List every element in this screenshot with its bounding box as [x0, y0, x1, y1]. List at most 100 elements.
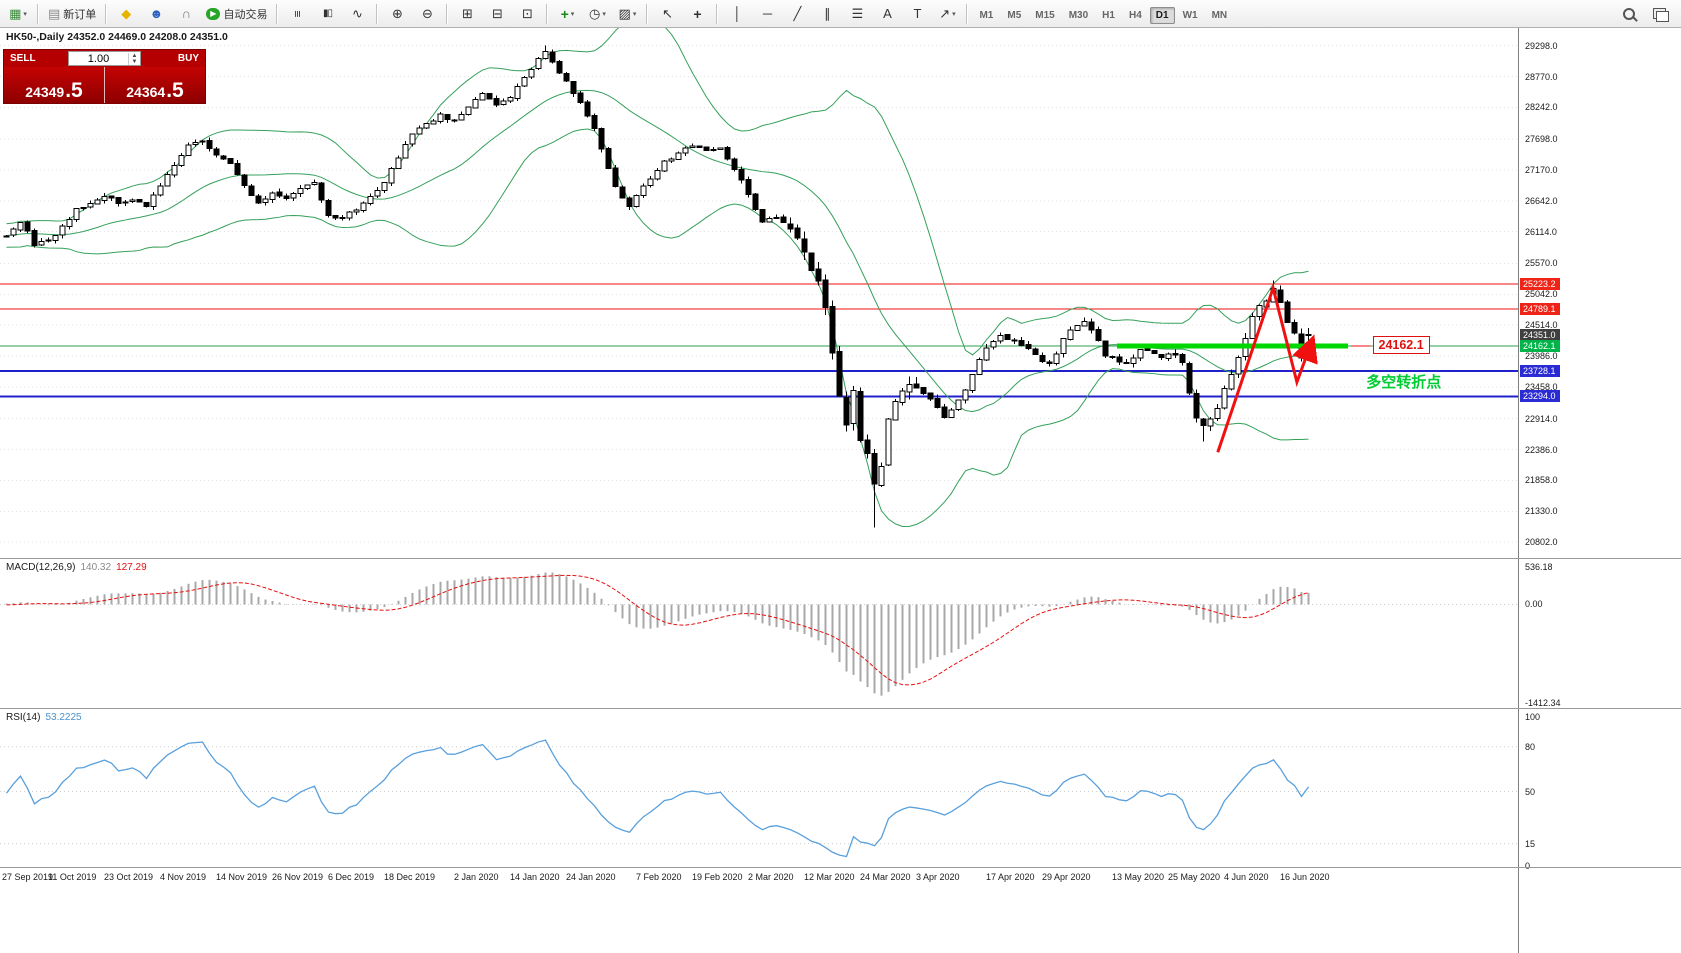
label-icon[interactable]: T	[913, 6, 922, 21]
tile-windows-icon[interactable]: ⊞	[462, 6, 473, 21]
price-axis-label: 26642.0	[1525, 195, 1558, 206]
time-axis-label: 4 Nov 2019	[160, 872, 207, 882]
price-axis-label: 27170.0	[1525, 164, 1558, 175]
volume-stepper[interactable]: ▲ ▼	[128, 52, 140, 65]
sell-price: 24349	[25, 83, 65, 100]
time-axis[interactable]: 27 Sep 2019 11 Oct 2019 23 Oct 2019 4 Nov 2…	[0, 868, 1518, 888]
time-axis-label: 14 Jan 2020	[510, 872, 560, 882]
arrows-icon[interactable]: ↗ ▾	[939, 6, 956, 21]
price-axis-label: 29298.0	[1525, 40, 1558, 51]
price-axis-label: 23458.0	[1525, 381, 1558, 392]
macd-axis-label: 536.18	[1525, 561, 1553, 572]
toolbar-separator	[646, 3, 649, 24]
timeframe-group: M1 M5 M15 M30 H1 H4 D1 W1 MN	[972, 5, 1234, 24]
cursor-icon[interactable]: ↖	[662, 6, 673, 21]
timeframe-mn[interactable]: MN	[1211, 9, 1228, 21]
fibonacci-icon[interactable]: ☰	[851, 6, 864, 21]
main-chart-panel	[0, 28, 1518, 558]
panel-separator[interactable]	[0, 708, 1681, 709]
sell-price-decimal: .5	[65, 79, 83, 103]
panel-separator[interactable]	[0, 558, 1681, 559]
time-axis-label: 24 Jan 2020	[566, 872, 616, 882]
price-axis-label: 22914.0	[1525, 413, 1558, 424]
price-chart[interactable]	[0, 28, 1518, 558]
timeframe-w1[interactable]: W1	[1182, 9, 1198, 21]
rsi-axis-label: 15	[1525, 838, 1536, 849]
zoom-out-icon[interactable]: ⊖	[422, 6, 433, 21]
trendline-icon[interactable]: ╱	[793, 6, 802, 21]
time-axis-label: 18 Dec 2019	[384, 872, 436, 882]
price-axis[interactable]: 29298.0 28770.0 28242.0 27698.0 27170.0 26642…	[1518, 28, 1681, 953]
macd-panel	[0, 559, 1518, 708]
time-axis-label: 27 Sep 2019	[2, 872, 54, 882]
timeframe-h4[interactable]: H4	[1128, 9, 1142, 21]
time-axis-label: 6 Dec 2019	[328, 872, 375, 882]
toolbar-separator	[446, 3, 449, 24]
macd-indicator-label: MACD(12,26,9) 140.32 127.29	[6, 562, 147, 573]
horizontal-line-icon[interactable]: ─	[762, 6, 773, 21]
time-axis-label: 23 Oct 2019	[104, 872, 154, 882]
bars-chart-icon[interactable]: ≡	[290, 9, 305, 18]
time-axis-label: 16 Jun 2020	[1280, 872, 1330, 882]
price-badge: 23294.0	[1520, 390, 1560, 403]
vertical-line-icon[interactable]: │	[733, 6, 742, 21]
time-axis-label: 2 Jan 2020	[454, 872, 499, 882]
channel-icon[interactable]: ∥	[824, 6, 831, 21]
price-axis-label: 21330.0	[1525, 506, 1558, 517]
rsi-panel	[0, 709, 1518, 867]
zoom-in-icon[interactable]: ⊕	[392, 6, 403, 21]
arrange-windows-icon[interactable]: ⊟	[492, 6, 503, 21]
timeframe-m1[interactable]: M1	[979, 9, 994, 21]
autotrading-button[interactable]: ▶ 自动交易	[202, 2, 271, 26]
timeframe-m30[interactable]: M30	[1068, 9, 1089, 21]
sell-button[interactable]: 24349 .5	[4, 67, 105, 103]
rsi-value: 53.2225	[45, 712, 82, 723]
candles-chart-icon[interactable]: ▮▯	[322, 7, 333, 19]
macd-chart[interactable]	[0, 559, 1518, 708]
macd-signal-value: 127.29	[116, 562, 147, 573]
price-annotation-label[interactable]: 24162.1	[1372, 335, 1430, 354]
time-axis-label: 26 Nov 2019	[272, 872, 324, 882]
time-axis-label: 11 Oct 2019	[48, 872, 97, 882]
new-chart-icon[interactable]: ▦ ▾	[9, 6, 27, 21]
search-icon[interactable]	[1615, 2, 1643, 26]
buy-button[interactable]: 24364 .5	[105, 67, 205, 103]
volume-input[interactable]	[69, 52, 128, 65]
price-badge: 24789.1	[1520, 303, 1560, 316]
chart-ohlc-title: HK50-,Daily 24352.0 24469.0 24208.0 2435…	[6, 31, 228, 43]
macd-axis-label: 0.00	[1525, 599, 1543, 610]
time-axis-label: 7 Feb 2020	[636, 872, 682, 882]
toolbar-separator	[37, 3, 39, 24]
panel-separator	[0, 867, 1681, 868]
price-axis-label: 28770.0	[1525, 71, 1558, 82]
time-axis-label: 14 Nov 2019	[216, 872, 268, 882]
timeframe-m15[interactable]: M15	[1035, 9, 1055, 21]
crosshair-icon[interactable]: +	[693, 5, 702, 22]
support-icon[interactable]: ∩	[181, 6, 191, 21]
rsi-axis-label: 0	[1525, 861, 1531, 871]
macd-name: MACD(12,26,9)	[6, 562, 76, 573]
new-order-button[interactable]: ▤ 新订单	[48, 6, 97, 21]
templates-icon[interactable]: ▨ ▾	[618, 6, 637, 21]
text-icon[interactable]: A	[883, 6, 892, 21]
timeframe-h1[interactable]: H1	[1102, 9, 1115, 21]
macd-axis-label: -1412.34	[1525, 698, 1561, 709]
price-axis-label: 24514.0	[1525, 320, 1558, 331]
price-axis-label: 27698.0	[1525, 134, 1558, 145]
toolbar-separator	[966, 3, 969, 24]
one-click-trading-panel: SELL ▲▼ BUY 24349 .5 24364 .5	[3, 49, 206, 104]
profile-icon[interactable]: ☻	[149, 6, 164, 21]
metaeditor-icon[interactable]: ◆	[121, 6, 132, 21]
volume-box: ▲▼	[68, 51, 141, 66]
cascade-windows-icon[interactable]: ⊡	[522, 6, 533, 21]
indicators-icon[interactable]: + ▾	[560, 5, 575, 22]
line-chart-icon[interactable]: ∿	[352, 6, 363, 21]
rsi-chart[interactable]	[0, 709, 1518, 867]
periods-icon[interactable]: ◷ ▾	[589, 6, 606, 21]
time-axis-label: 2 Mar 2020	[748, 872, 794, 882]
timeframe-d1[interactable]: D1	[1149, 6, 1175, 24]
turning-point-text[interactable]: 多空转折点	[1366, 373, 1442, 391]
new-window-icon[interactable]	[1645, 2, 1673, 26]
rsi-axis-label: 50	[1525, 786, 1536, 797]
timeframe-m5[interactable]: M5	[1007, 9, 1022, 21]
